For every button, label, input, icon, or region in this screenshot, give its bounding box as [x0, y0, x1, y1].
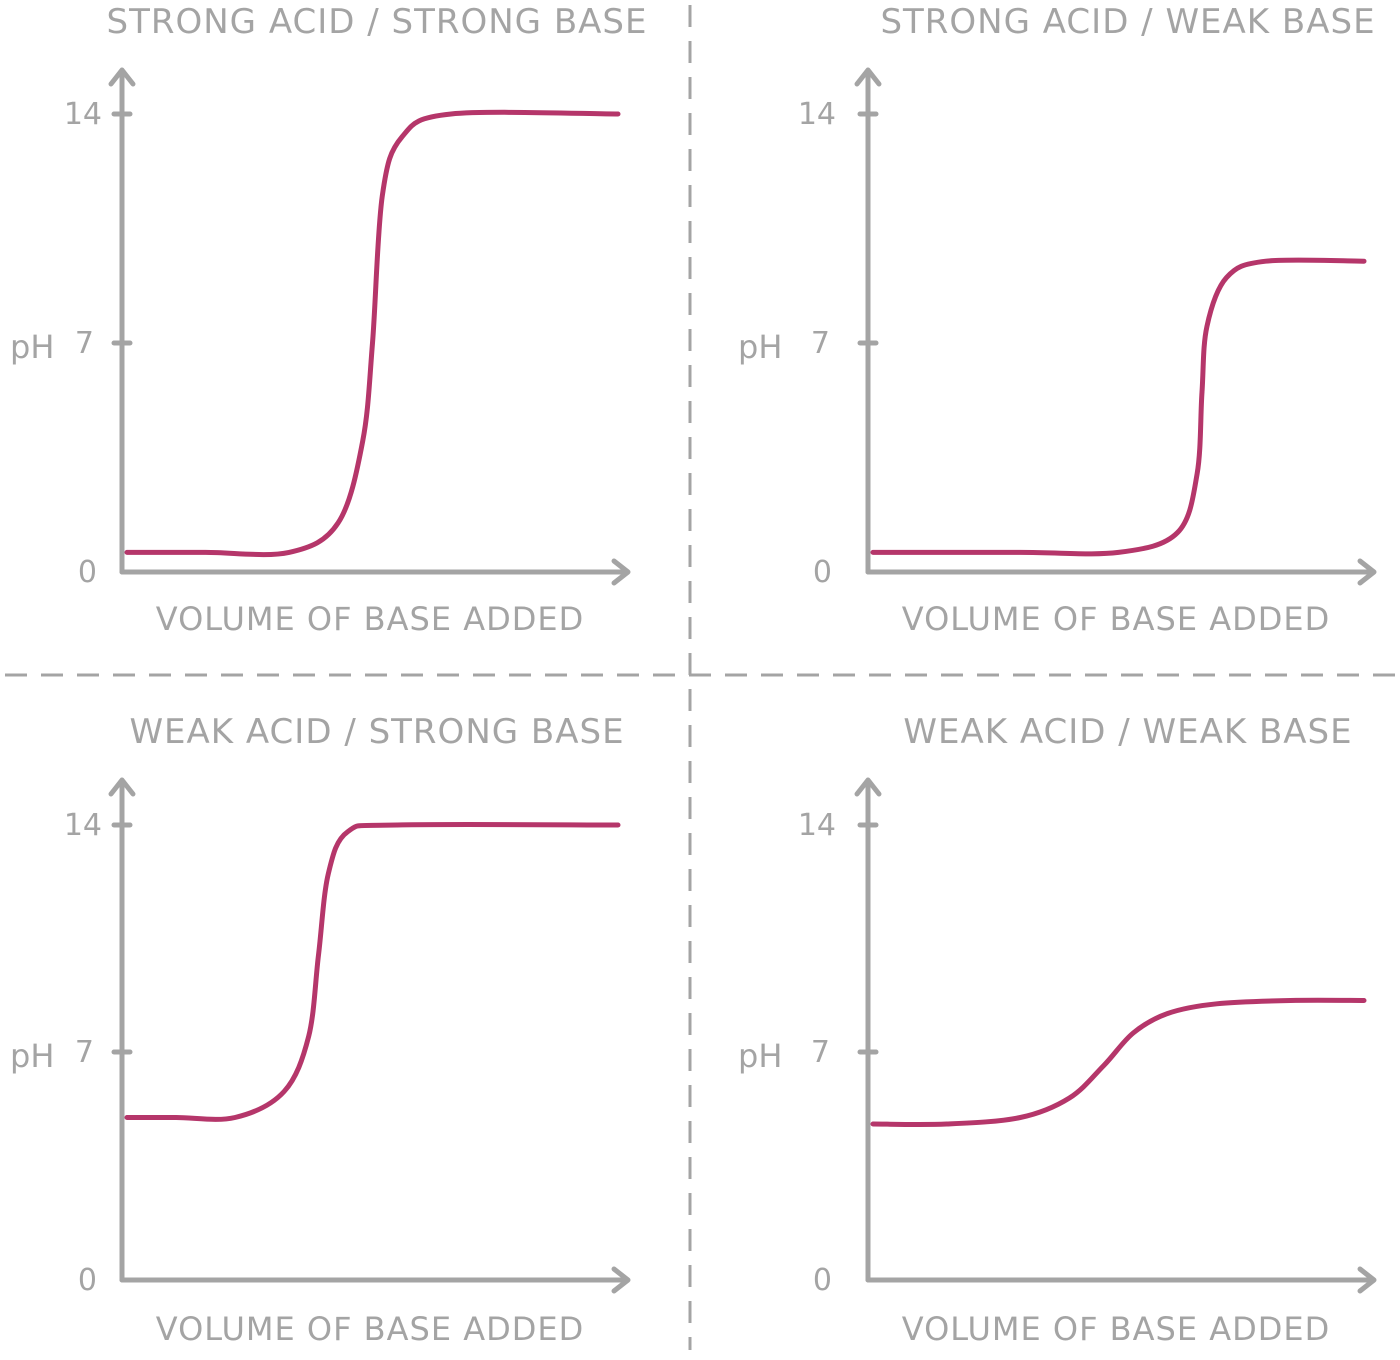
y-tick-label-0: 0 — [78, 555, 97, 590]
chart-title: WEAK ACID / STRONG BASE — [129, 712, 624, 752]
titration-curve — [124, 109, 621, 558]
y-tick-label-0: 0 — [813, 1263, 832, 1298]
chart-title: STRONG ACID / STRONG BASE — [107, 2, 648, 42]
y-tick-label-7: 7 — [75, 326, 94, 361]
chart-title: STRONG ACID / WEAK BASE — [880, 2, 1375, 42]
y-axis-label: pH — [10, 328, 54, 366]
titration-curve — [870, 257, 1367, 557]
y-tick-label-14: 14 — [798, 808, 836, 843]
x-axis — [865, 558, 1377, 586]
y-axis — [108, 777, 136, 1283]
x-axis-label: VOLUME OF BASE ADDED — [156, 600, 585, 638]
titration-curve — [870, 997, 1367, 1127]
chart-weak-acid-strong-base: WEAK ACID / STRONG BASE 14 7 0 pH VOLUME… — [10, 712, 631, 1348]
y-tick-label-7: 7 — [811, 1035, 830, 1070]
x-axis — [119, 558, 631, 586]
chart-strong-acid-strong-base: STRONG ACID / STRONG BASE 14 7 0 pH VOLU… — [10, 2, 648, 638]
y-tick-label-7: 7 — [811, 326, 830, 361]
y-axis-label: pH — [738, 328, 782, 366]
y-axis — [854, 777, 882, 1283]
y-axis-label: pH — [738, 1037, 782, 1075]
chart-title: WEAK ACID / WEAK BASE — [903, 712, 1352, 752]
x-axis-label: VOLUME OF BASE ADDED — [902, 1310, 1331, 1348]
x-axis — [865, 1266, 1377, 1294]
y-axis — [854, 67, 882, 575]
x-axis-label: VOLUME OF BASE ADDED — [156, 1310, 585, 1348]
y-tick-label-14: 14 — [798, 97, 836, 132]
y-tick-label-0: 0 — [78, 1263, 97, 1298]
x-axis-label: VOLUME OF BASE ADDED — [902, 600, 1331, 638]
y-tick-label-7: 7 — [75, 1035, 94, 1070]
x-axis — [119, 1266, 631, 1294]
y-tick-label-14: 14 — [64, 808, 102, 843]
y-tick-label-0: 0 — [813, 555, 832, 590]
chart-strong-acid-weak-base: STRONG ACID / WEAK BASE 14 7 0 pH VOLUME… — [738, 2, 1377, 638]
y-axis — [108, 67, 136, 575]
chart-weak-acid-weak-base: WEAK ACID / WEAK BASE 14 7 0 pH VOLUME O… — [738, 712, 1377, 1348]
y-tick-label-14: 14 — [64, 97, 102, 132]
titration-curve — [124, 822, 621, 1122]
y-axis-label: pH — [10, 1037, 54, 1075]
